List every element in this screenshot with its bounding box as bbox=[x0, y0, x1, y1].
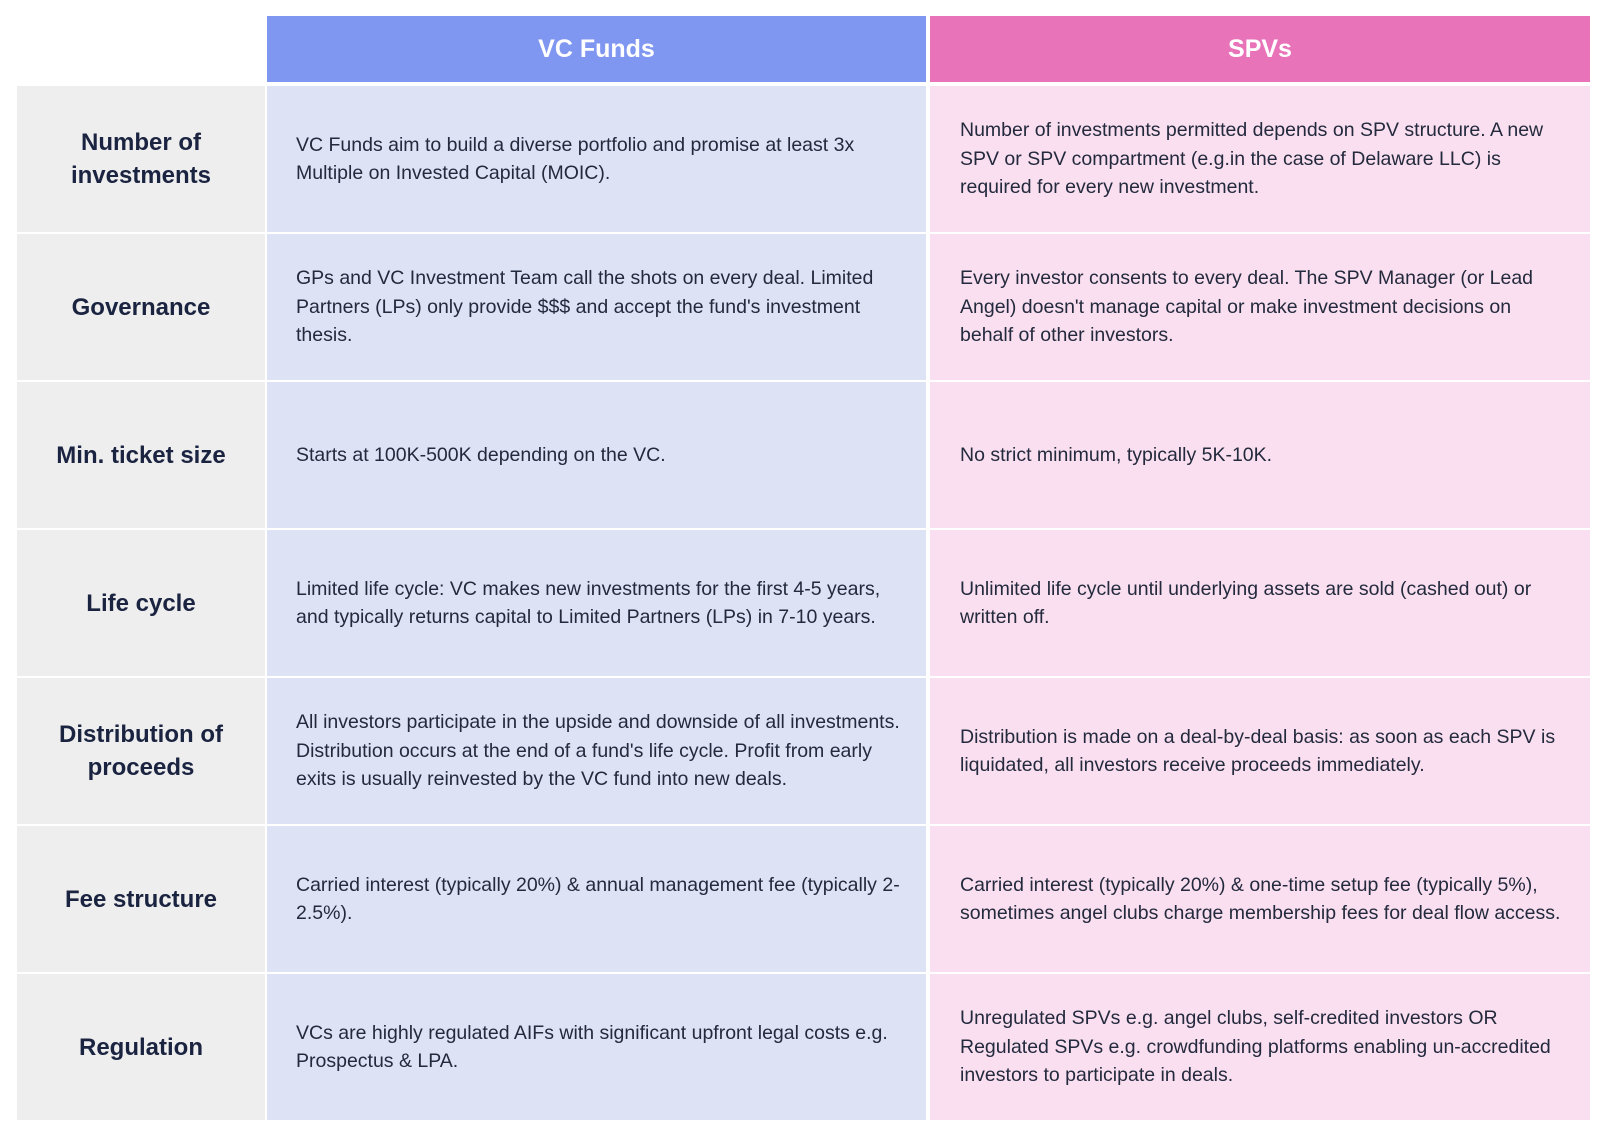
spv-cell: Unregulated SPVs e.g. angel clubs, self-… bbox=[930, 974, 1590, 1120]
spv-cell: Carried interest (typically 20%) & one-t… bbox=[930, 826, 1590, 972]
row-label: Fee structure bbox=[17, 826, 265, 972]
table-row-life-cycle: Life cycle Limited life cycle: VC makes … bbox=[17, 530, 1590, 676]
table-row-number-of-investments: Number of investments VC Funds aim to bu… bbox=[17, 86, 1590, 232]
spv-cell: Distribution is made on a deal-by-deal b… bbox=[930, 678, 1590, 824]
header-row: VC Funds SPVs bbox=[17, 16, 1590, 82]
row-label: Distribution of proceeds bbox=[17, 678, 265, 824]
vc-cell: GPs and VC Investment Team call the shot… bbox=[267, 234, 926, 380]
spv-cell: Unlimited life cycle until underlying as… bbox=[930, 530, 1590, 676]
spv-cell: Number of investments permitted depends … bbox=[930, 86, 1590, 232]
table-row-governance: Governance GPs and VC Investment Team ca… bbox=[17, 234, 1590, 380]
vc-cell: All investors participate in the upside … bbox=[267, 678, 926, 824]
vc-cell: Carried interest (typically 20%) & annua… bbox=[267, 826, 926, 972]
table-row-regulation: Regulation VCs are highly regulated AIFs… bbox=[17, 974, 1590, 1120]
header-vc-funds: VC Funds bbox=[267, 16, 926, 82]
table-row-distribution-of-proceeds: Distribution of proceeds All investors p… bbox=[17, 678, 1590, 824]
spv-cell: No strict minimum, typically 5K-10K. bbox=[930, 382, 1590, 528]
row-label: Governance bbox=[17, 234, 265, 380]
comparison-table: VC Funds SPVs Number of investments VC F… bbox=[17, 16, 1590, 1122]
row-label: Min. ticket size bbox=[17, 382, 265, 528]
row-label: Life cycle bbox=[17, 530, 265, 676]
vc-cell: Starts at 100K-500K depending on the VC. bbox=[267, 382, 926, 528]
row-label: Number of investments bbox=[17, 86, 265, 232]
spv-cell: Every investor consents to every deal. T… bbox=[930, 234, 1590, 380]
table-row-fee-structure: Fee structure Carried interest (typicall… bbox=[17, 826, 1590, 972]
vc-cell: VCs are highly regulated AIFs with signi… bbox=[267, 974, 926, 1120]
vc-cell: VC Funds aim to build a diverse portfoli… bbox=[267, 86, 926, 232]
row-label: Regulation bbox=[17, 974, 265, 1120]
header-corner bbox=[17, 16, 265, 82]
vc-cell: Limited life cycle: VC makes new investm… bbox=[267, 530, 926, 676]
table-row-min-ticket-size: Min. ticket size Starts at 100K-500K dep… bbox=[17, 382, 1590, 528]
header-spvs: SPVs bbox=[930, 16, 1590, 82]
